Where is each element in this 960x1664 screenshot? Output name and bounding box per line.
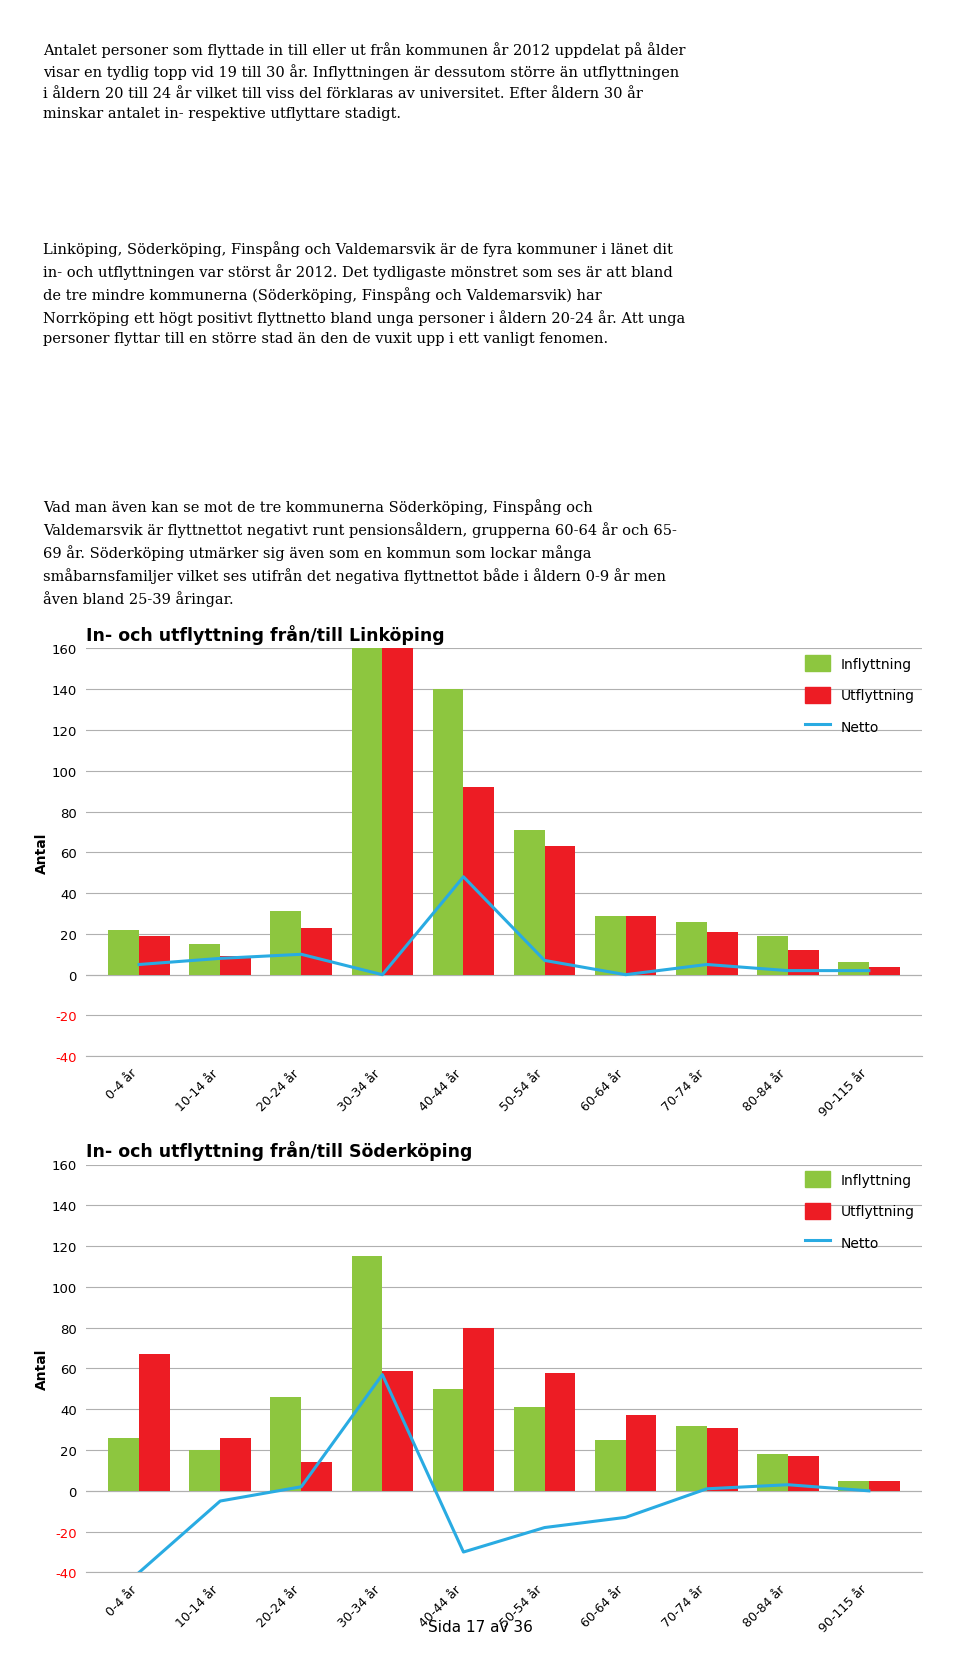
Bar (382, 647, 413, 975)
Bar (514, 1408, 544, 1491)
Bar (271, 912, 301, 975)
Bar (301, 929, 332, 975)
Bar (108, 1438, 139, 1491)
Bar (626, 915, 657, 975)
Bar (707, 1428, 737, 1491)
Y-axis label: Antal: Antal (35, 1348, 49, 1389)
Bar (626, 1416, 657, 1491)
Text: Linköping, Söderköping, Finspång och Valdemarsvik är de fyra kommuner i länet di: Linköping, Söderköping, Finspång och Val… (43, 241, 685, 346)
Bar (351, 1256, 382, 1491)
Bar (757, 1454, 788, 1491)
Bar (271, 1398, 301, 1491)
Bar (351, 649, 382, 975)
Bar (788, 950, 819, 975)
Bar (869, 967, 900, 975)
Bar (139, 937, 170, 975)
Bar (464, 787, 494, 975)
Legend: Inflyttning, Utflyttning, Netto: Inflyttning, Utflyttning, Netto (804, 656, 915, 734)
Bar (757, 937, 788, 975)
Bar (869, 1481, 900, 1491)
Bar (595, 1439, 626, 1491)
Text: Sida 17 av 36: Sida 17 av 36 (427, 1619, 533, 1634)
Bar (108, 930, 139, 975)
Text: In- och utflyttning från/till Söderköping: In- och utflyttning från/till Söderköpin… (86, 1140, 472, 1160)
Bar (433, 689, 464, 975)
Text: Vad man även kan se mot de tre kommunerna Söderköping, Finspång och
Valdemarsvik: Vad man även kan se mot de tre kommunern… (43, 499, 677, 607)
Text: Antalet personer som flyttade in till eller ut från kommunen år 2012 uppdelat på: Antalet personer som flyttade in till el… (43, 42, 685, 120)
Text: In- och utflyttning från/till Linköping: In- och utflyttning från/till Linköping (86, 624, 445, 644)
Bar (544, 1373, 575, 1491)
Bar (189, 945, 220, 975)
Bar (220, 1438, 251, 1491)
Bar (788, 1456, 819, 1491)
Bar (676, 1426, 707, 1491)
Bar (544, 847, 575, 975)
Bar (464, 1328, 494, 1491)
Bar (595, 915, 626, 975)
Bar (433, 1389, 464, 1491)
Bar (301, 1463, 332, 1491)
Legend: Inflyttning, Utflyttning, Netto: Inflyttning, Utflyttning, Netto (804, 1171, 915, 1250)
Bar (514, 830, 544, 975)
Bar (707, 932, 737, 975)
Bar (676, 922, 707, 975)
Bar (838, 963, 869, 975)
Y-axis label: Antal: Antal (35, 832, 49, 874)
Bar (189, 1449, 220, 1491)
Bar (838, 1481, 869, 1491)
Bar (139, 1354, 170, 1491)
Bar (382, 1371, 413, 1491)
Bar (220, 957, 251, 975)
